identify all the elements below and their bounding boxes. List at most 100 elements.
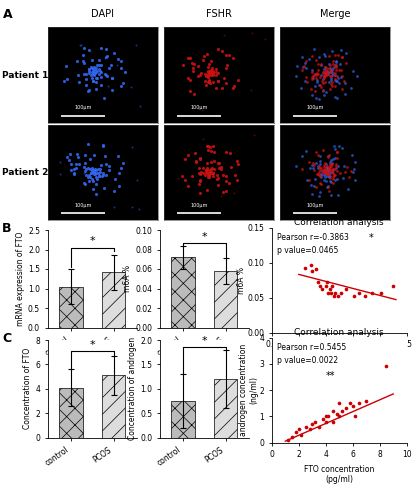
Point xyxy=(89,164,95,172)
Text: **: ** xyxy=(326,371,335,381)
Point xyxy=(86,68,93,76)
Point xyxy=(336,80,342,88)
Point xyxy=(317,164,324,172)
Point xyxy=(325,166,332,174)
Point xyxy=(90,185,96,193)
Text: *: * xyxy=(202,336,207,346)
Point xyxy=(82,151,89,159)
Point xyxy=(76,78,82,86)
Point xyxy=(322,412,329,420)
Point xyxy=(341,78,348,86)
Point xyxy=(332,77,339,85)
Point xyxy=(317,60,324,68)
Point xyxy=(102,70,108,78)
Point xyxy=(328,71,335,79)
Point xyxy=(320,171,327,179)
Point xyxy=(86,178,93,186)
Point xyxy=(231,170,238,178)
Point xyxy=(90,178,97,186)
Point xyxy=(89,70,96,78)
Point xyxy=(320,170,326,177)
Point xyxy=(383,362,390,370)
Point xyxy=(91,70,98,78)
Point xyxy=(327,84,334,92)
Point xyxy=(328,66,334,74)
Point xyxy=(317,188,324,196)
Point xyxy=(336,412,343,420)
Point xyxy=(208,147,214,155)
Point xyxy=(313,265,320,273)
Point xyxy=(328,47,335,55)
Text: p value=0.0022: p value=0.0022 xyxy=(277,356,338,366)
Point xyxy=(328,168,335,175)
Point xyxy=(129,202,136,210)
Point xyxy=(311,166,317,174)
Point xyxy=(90,166,97,174)
Point xyxy=(337,46,344,54)
Point xyxy=(136,204,142,212)
Text: B: B xyxy=(2,222,12,235)
Point xyxy=(334,154,340,162)
Point xyxy=(321,68,327,76)
Point xyxy=(203,81,209,89)
Point xyxy=(203,166,209,174)
Point xyxy=(369,288,375,296)
Point xyxy=(325,165,331,173)
Point xyxy=(82,81,89,89)
Point xyxy=(303,64,310,72)
Point xyxy=(326,64,333,72)
Point xyxy=(322,168,329,176)
Point xyxy=(323,164,330,172)
Point xyxy=(332,61,338,69)
Point xyxy=(102,54,109,62)
Point xyxy=(190,64,197,72)
Point xyxy=(227,149,233,157)
Point xyxy=(234,160,241,168)
Text: 100μm: 100μm xyxy=(74,202,92,207)
Point xyxy=(298,84,304,92)
Point xyxy=(197,176,204,184)
Point xyxy=(206,166,213,174)
Point xyxy=(330,165,337,173)
Point xyxy=(226,50,232,58)
Point xyxy=(83,164,89,172)
Point xyxy=(209,68,216,76)
Point xyxy=(85,164,92,172)
Point xyxy=(316,172,323,180)
Point xyxy=(324,69,330,77)
Point xyxy=(352,176,359,184)
Point xyxy=(205,142,212,150)
Point xyxy=(95,169,102,177)
Point xyxy=(312,184,319,192)
Point xyxy=(210,70,217,78)
Point xyxy=(340,174,347,182)
Point xyxy=(205,72,212,80)
Bar xyxy=(102,272,125,328)
Point xyxy=(100,94,107,102)
Point xyxy=(328,156,335,164)
Point xyxy=(325,288,332,296)
Point xyxy=(205,72,211,80)
Point xyxy=(73,56,80,64)
Point xyxy=(321,166,327,174)
Point xyxy=(325,152,332,160)
Point xyxy=(205,78,212,86)
Point xyxy=(102,172,109,179)
Point xyxy=(78,40,85,48)
Point xyxy=(322,166,329,174)
Point xyxy=(195,169,202,177)
Point xyxy=(208,164,215,172)
Point xyxy=(323,166,330,174)
Point xyxy=(322,71,329,79)
Point xyxy=(93,78,100,86)
Point xyxy=(100,170,107,178)
Point xyxy=(175,174,181,182)
Point xyxy=(326,158,333,166)
Point xyxy=(323,166,330,174)
Point xyxy=(94,61,100,69)
Point xyxy=(320,415,327,423)
Point xyxy=(93,166,100,174)
Point xyxy=(315,60,321,68)
Point xyxy=(222,64,229,72)
Point xyxy=(203,50,210,58)
